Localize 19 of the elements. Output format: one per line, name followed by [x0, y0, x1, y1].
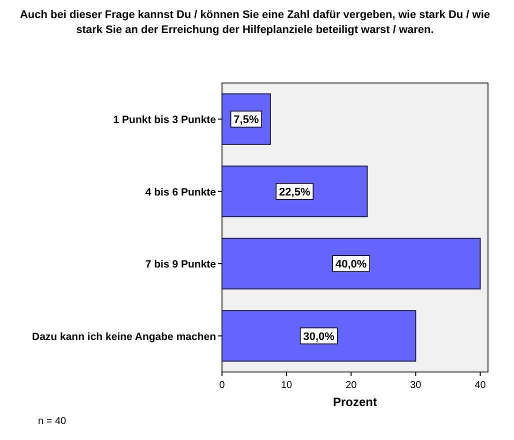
- y-tick-label: 7 bis 9 Punkte: [145, 258, 216, 271]
- y-tick-label: Dazu kann ich keine Angabe machen: [32, 330, 216, 343]
- data-label: 22,5%: [279, 186, 310, 198]
- x-tick-label: 40: [474, 380, 486, 391]
- x-axis-title: Prozent: [332, 395, 378, 409]
- data-label: 40,0%: [336, 258, 367, 271]
- data-label: 30,0%: [303, 330, 335, 343]
- bar: [222, 166, 368, 218]
- chart-title: Auch bei dieser Frage kannst Du / können Sie eine Zahl dafür vergeben, wie stark Du / wie stark Sie an der Erreichung der Hilfeplanziele beteiligt warst / waren.: [20, 9, 490, 36]
- y-tick-label: 1 Punkt bis 3 Punkte: [113, 114, 216, 126]
- x-tick-label: 30: [410, 380, 422, 391]
- text: n = 40: [38, 416, 67, 427]
- data-label: 7,5%: [234, 114, 259, 126]
- x-tick-label: 0: [219, 380, 226, 391]
- bar: [222, 238, 481, 290]
- y-tick-label: 4 bis 6 Punkte: [145, 186, 216, 198]
- bar: [222, 310, 416, 362]
- x-tick-label: 10: [281, 380, 293, 391]
- x-tick-label: 20: [346, 380, 358, 391]
